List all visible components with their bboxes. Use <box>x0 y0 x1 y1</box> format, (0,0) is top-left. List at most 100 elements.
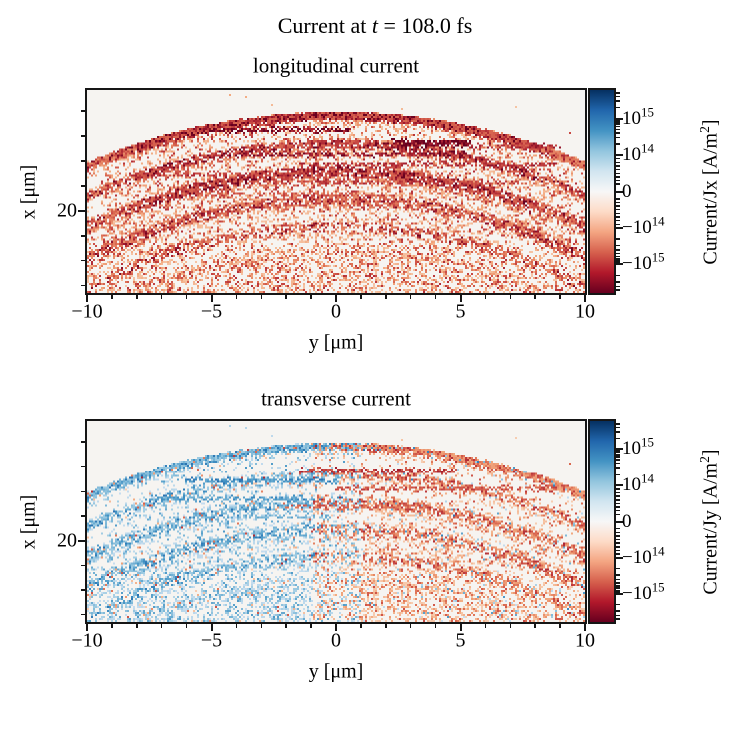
y-minor-tick <box>81 185 85 187</box>
y-minor-tick <box>81 564 85 567</box>
x-tick-label: −10 <box>71 300 103 323</box>
x-tick-label: 5 <box>455 629 466 652</box>
x-minor-tick <box>409 624 412 628</box>
colorbar-minor-tick <box>616 100 620 102</box>
x-minor-tick <box>185 624 188 628</box>
colorbar-minor-tick <box>616 473 620 476</box>
x-major-tick <box>584 624 586 631</box>
x-minor-tick <box>360 295 362 299</box>
x-minor-tick <box>484 295 487 299</box>
colorbar-minor-tick <box>616 603 620 606</box>
y-minor-tick <box>81 284 85 287</box>
colorbar-tick-label: −1014 <box>622 213 665 238</box>
x-tick-label: −10 <box>71 629 103 652</box>
y-minor-tick <box>81 490 85 493</box>
colorbar-minor-tick <box>616 212 620 215</box>
colorbar-minor-tick <box>616 249 620 251</box>
colorbar-tick-label: 0 <box>622 180 632 202</box>
x-minor-tick <box>434 295 437 299</box>
colorbar-minor-tick <box>616 201 620 204</box>
y-minor-tick <box>81 110 85 112</box>
x-minor-tick <box>534 624 536 628</box>
x-minor-tick <box>285 295 287 299</box>
colorbar-major-tick <box>616 154 623 156</box>
x-minor-tick <box>310 624 312 628</box>
y-minor-tick <box>81 135 85 137</box>
x-minor-tick <box>136 624 138 628</box>
x-tick-label: 0 <box>331 300 341 323</box>
x-minor-tick <box>559 624 561 628</box>
colorbar-minor-tick <box>616 274 620 277</box>
x-tick-label: −5 <box>200 629 223 652</box>
colorbar-minor-tick <box>616 128 620 131</box>
colorbar-minor-tick <box>616 165 620 167</box>
x-axis-label: y [μm] <box>308 660 364 683</box>
x-major-tick <box>584 295 586 302</box>
x-tick-label: −5 <box>200 300 223 323</box>
colorbar-minor-tick <box>616 459 620 461</box>
x-minor-tick <box>509 295 512 299</box>
transverse-current-heatmap <box>87 421 585 622</box>
y-minor-tick <box>81 465 85 468</box>
y-tick-label: 20 <box>57 529 77 552</box>
colorbar-minor-tick <box>616 198 620 200</box>
colorbar-minor-tick <box>616 92 620 94</box>
colorbar-major-tick <box>616 190 623 193</box>
colorbar-minor-tick <box>616 578 620 581</box>
colorbar-minor-tick <box>616 157 620 160</box>
y-minor-tick <box>81 515 85 517</box>
x-minor-tick <box>509 624 512 628</box>
x-tick-label: 0 <box>331 629 341 652</box>
colorbar-minor-tick <box>616 168 620 171</box>
colorbar-tick-label: 1014 <box>622 471 654 496</box>
colorbar-minor-tick <box>616 456 620 458</box>
colorbar-minor-tick <box>616 95 620 98</box>
colorbar-minor-tick <box>616 585 620 587</box>
x-major-tick <box>86 624 88 631</box>
colorbar-minor-tick <box>616 255 620 258</box>
y-minor-tick <box>81 613 85 616</box>
x-major-tick <box>335 624 337 631</box>
colorbar-minor-tick <box>616 106 620 109</box>
colorbar-major-tick <box>616 263 623 266</box>
x-minor-tick <box>235 624 238 628</box>
x-major-tick <box>210 624 213 631</box>
x-minor-tick <box>285 624 287 628</box>
x-minor-tick <box>434 624 437 628</box>
x-minor-tick <box>160 295 163 299</box>
x-minor-tick <box>310 295 312 299</box>
colorbar-tick-label: 1015 <box>622 434 654 460</box>
colorbar-label: Current/Jy [A/m2] <box>696 448 722 595</box>
x-major-tick <box>86 295 88 302</box>
colorbar-tick-label: −1015 <box>622 579 665 604</box>
colorbar-minor-tick <box>616 538 620 541</box>
colorbar <box>588 88 616 295</box>
colorbar-minor-tick <box>616 437 620 440</box>
figure-title-suffix: = 108.0 fs <box>377 13 473 38</box>
colorbar-minor-tick <box>616 549 620 552</box>
colorbar-minor-tick <box>616 219 620 222</box>
colorbar-minor-tick <box>616 136 620 139</box>
x-minor-tick <box>160 624 163 628</box>
y-minor-tick <box>81 160 85 162</box>
x-minor-tick <box>484 624 487 628</box>
figure-title-variable: t <box>371 13 378 38</box>
y-tick-label: 20 <box>57 199 77 222</box>
colorbar-tick-label: 1015 <box>622 104 654 129</box>
colorbar-minor-tick <box>616 125 620 128</box>
colorbar-minor-tick <box>616 132 620 134</box>
x-minor-tick <box>385 624 387 628</box>
colorbar-minor-tick <box>616 121 620 123</box>
colorbar-minor-tick <box>616 289 620 291</box>
colorbar-major-tick <box>616 448 623 451</box>
x-tick-label: 5 <box>455 300 466 323</box>
colorbar-minor-tick <box>616 574 620 576</box>
x-minor-tick <box>409 295 412 299</box>
colorbar-minor-tick <box>616 610 620 612</box>
colorbar-minor-tick <box>616 183 620 185</box>
y-minor-tick <box>81 589 85 591</box>
colorbar-major-tick <box>616 592 623 595</box>
colorbar-major-tick <box>616 484 623 487</box>
longitudinal-current-heatmap <box>87 90 585 293</box>
